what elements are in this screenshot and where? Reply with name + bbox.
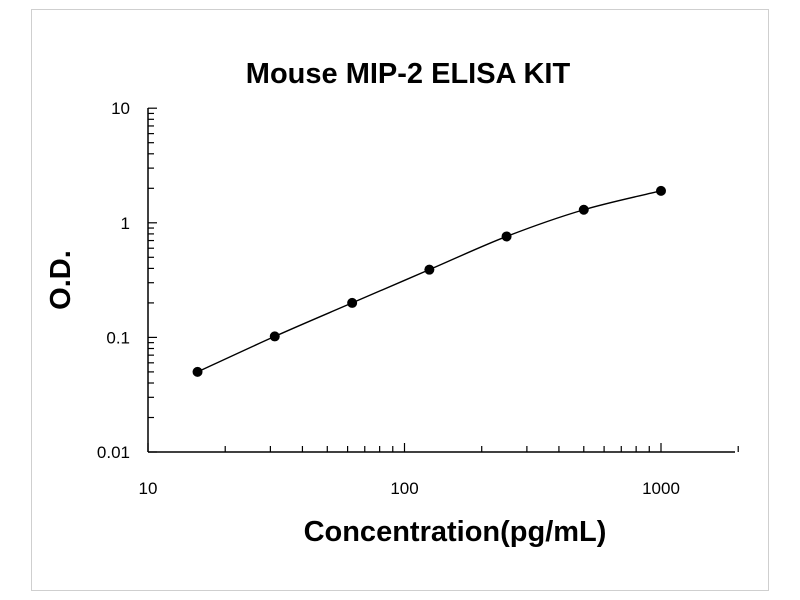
fitted-curve [197,190,662,373]
data-point [347,297,358,308]
data-points [192,185,666,377]
chart-title: Mouse MIP-2 ELISA KIT [246,58,571,90]
y-tick-label: 0.1 [106,328,130,347]
x-tick-label: 1000 [642,479,680,498]
data-point [192,366,203,377]
y-axis-title: O.D. [45,250,77,310]
data-point [269,331,280,342]
data-point [501,231,512,242]
y-tick-label: 1 [121,214,130,233]
data-point [578,204,589,215]
x-tick-label: 100 [390,479,418,498]
data-point [656,185,666,196]
y-tick-label: 10 [111,99,130,118]
chart-frame [31,9,769,591]
axis-ticks: 10 100 1000 0.01 0.1 1 10 [97,99,739,498]
x-tick-label: 10 [139,479,158,498]
x-axis-title: Concentration(pg/mL) [304,516,607,548]
data-point [424,264,435,275]
y-tick-label: 0.01 [97,443,130,462]
